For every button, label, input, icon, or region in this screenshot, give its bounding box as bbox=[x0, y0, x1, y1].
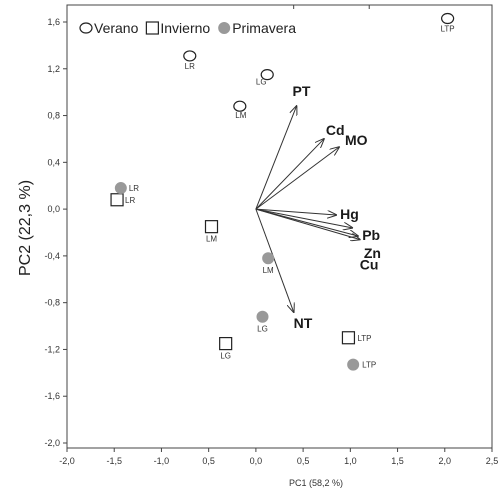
y-tick-label: -0,8 bbox=[44, 298, 60, 308]
x-tick-label: -2,0 bbox=[59, 456, 75, 466]
x-tick-label: -1,5 bbox=[106, 456, 122, 466]
vector-pt bbox=[255, 106, 297, 210]
vector-nt bbox=[255, 208, 294, 312]
vector-hg bbox=[255, 208, 336, 215]
vector-label-hg: Hg bbox=[340, 206, 359, 222]
point-label: LR bbox=[129, 184, 139, 193]
plot-frame bbox=[66, 4, 493, 449]
point-label: LTP bbox=[357, 334, 371, 343]
legend-marker-verano bbox=[79, 22, 93, 34]
point-label: LR bbox=[125, 196, 135, 205]
y-tick-label: -1,2 bbox=[44, 344, 60, 354]
point-verano bbox=[260, 69, 274, 81]
point-invierno bbox=[204, 220, 219, 234]
point-primavera bbox=[347, 358, 360, 371]
vector-label-zn: Zn bbox=[364, 245, 381, 261]
vector-pb bbox=[255, 208, 352, 228]
x-tick-label: 0,5 bbox=[297, 456, 310, 466]
vector-cu bbox=[255, 208, 360, 239]
point-label: LM bbox=[235, 111, 246, 120]
point-verano bbox=[441, 12, 455, 25]
point-invierno bbox=[110, 193, 124, 207]
point-label: LM bbox=[263, 266, 274, 275]
point-primavera bbox=[114, 182, 127, 195]
x-tick-label: 0,0 bbox=[250, 456, 263, 466]
x-tick-label: -1,0 bbox=[154, 456, 170, 466]
vector-label-pb: Pb bbox=[362, 227, 380, 243]
point-label: LTP bbox=[441, 24, 455, 33]
x-tick-label: 1,0 bbox=[344, 456, 357, 466]
legend-label-invierno: Invierno bbox=[160, 20, 210, 36]
legend: Verano Invierno Primavera bbox=[79, 20, 296, 36]
point-label: LM bbox=[206, 235, 217, 244]
y-tick-label: -1,6 bbox=[44, 391, 60, 401]
point-label: LG bbox=[257, 325, 268, 334]
legend-marker-invierno bbox=[145, 21, 159, 35]
x-tick-label: 2,5 bbox=[486, 456, 499, 466]
point-label: LR bbox=[185, 62, 195, 71]
vector-label-cd: Cd bbox=[326, 122, 345, 138]
y-tick-label: 1,2 bbox=[47, 64, 60, 74]
vector-label-cu: Cu bbox=[360, 257, 379, 273]
y-tick-label: -2,0 bbox=[44, 438, 60, 448]
legend-label-verano: Verano bbox=[94, 20, 139, 36]
vector-label-mo: MO bbox=[345, 132, 368, 148]
legend-marker-primavera bbox=[218, 22, 231, 34]
point-label: LG bbox=[220, 352, 231, 361]
point-primavera bbox=[256, 310, 269, 323]
x-tick-label: 0,5 bbox=[202, 456, 215, 466]
score-points: LR LG LM LTP LR LM LG LTP LR LM LG LTP bbox=[110, 12, 455, 371]
vector-label-nt: NT bbox=[294, 315, 313, 331]
point-primavera bbox=[262, 252, 275, 265]
y-tick-label: -0,4 bbox=[44, 251, 60, 261]
point-invierno bbox=[341, 331, 356, 345]
point-verano bbox=[183, 50, 197, 62]
legend-label-primavera: Primavera bbox=[232, 20, 296, 36]
x-tick-label: 1,5 bbox=[391, 456, 404, 466]
y-axis-title: PC2 (22,3 %) bbox=[17, 180, 34, 276]
vector-cd bbox=[255, 139, 324, 210]
point-invierno bbox=[219, 336, 233, 351]
axis-ticks: -2,0 -1,5 -1,0 0,5 0,0 0,5 1,0 1,5 2,0 2,5 1,6 1,2 0… bbox=[44, 5, 498, 466]
y-tick-label: 0,0 bbox=[47, 204, 60, 214]
point-label: LG bbox=[256, 78, 267, 87]
vector-mo bbox=[255, 147, 339, 210]
point-label: LTP bbox=[362, 361, 376, 370]
y-tick-label: 0,8 bbox=[47, 111, 60, 121]
vector-label-pt: PT bbox=[293, 83, 311, 99]
x-axis-title: PC1 (58,2 %) bbox=[289, 478, 343, 488]
y-tick-label: 1,6 bbox=[47, 17, 60, 27]
x-tick-label: 2,0 bbox=[439, 456, 452, 466]
y-tick-label: 0,4 bbox=[47, 157, 60, 167]
point-verano bbox=[233, 100, 247, 112]
